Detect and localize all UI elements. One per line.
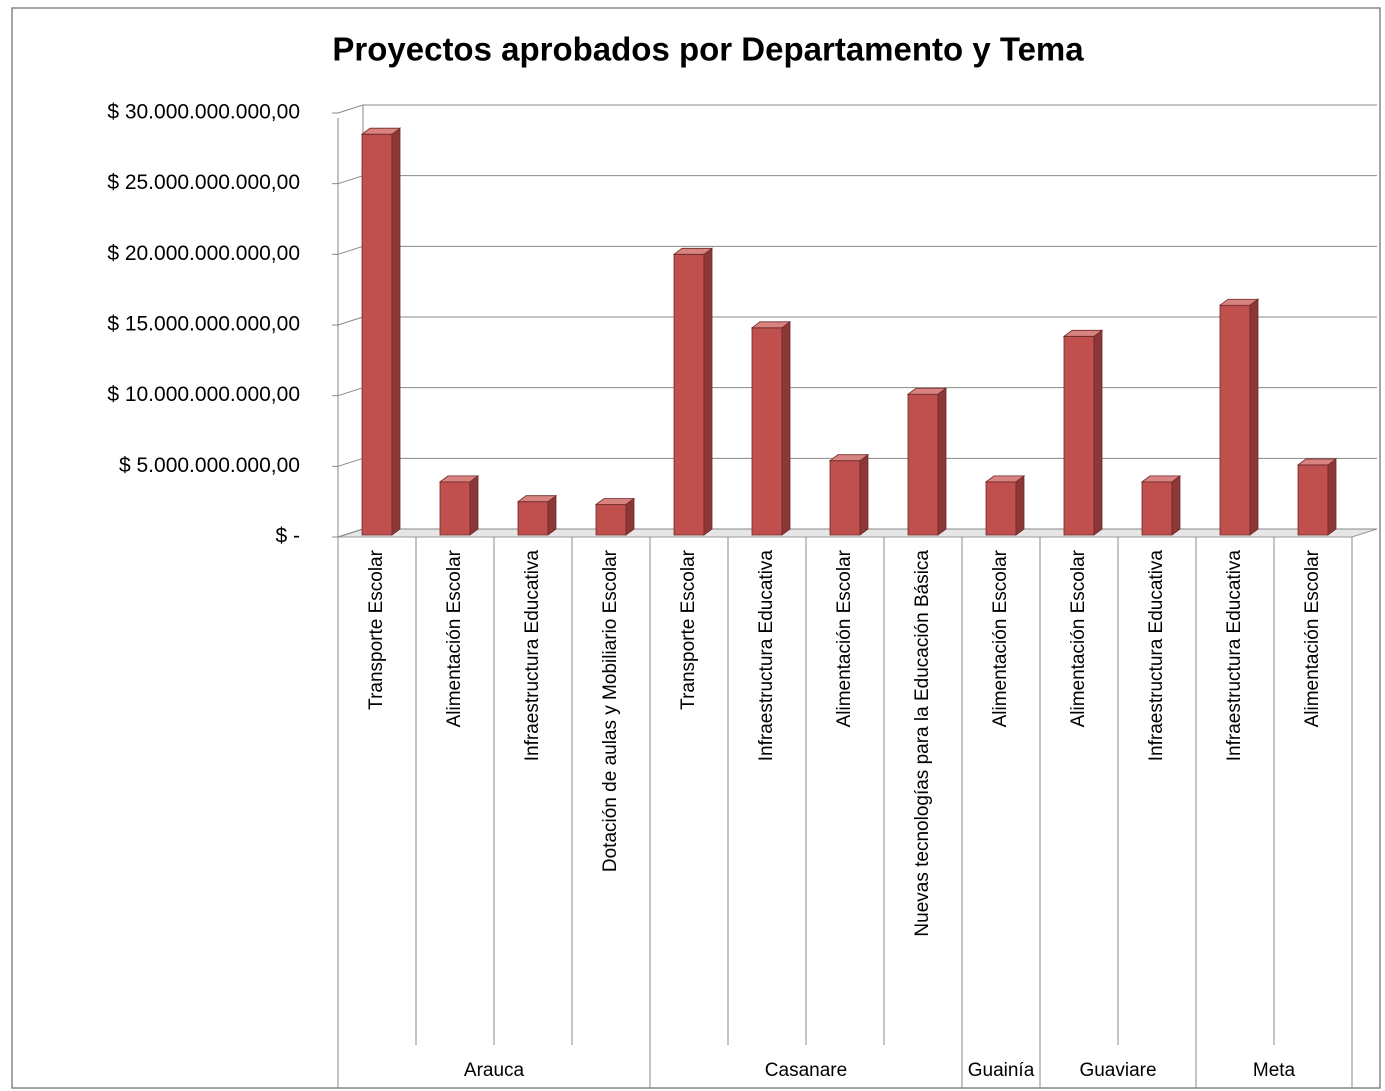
x-tick-label: Alimentación Escolar bbox=[1302, 549, 1323, 727]
grid-line bbox=[337, 245, 364, 255]
bar-top bbox=[1218, 298, 1260, 306]
bar-side bbox=[1093, 329, 1103, 536]
x-tick-label: Dotación de aulas y Mobiliario Escolar bbox=[600, 549, 621, 872]
bar-front bbox=[1141, 481, 1173, 536]
bar bbox=[750, 321, 792, 536]
bar-top bbox=[360, 127, 402, 135]
bar-front bbox=[751, 327, 783, 536]
x-tick-label: Transporte Escolar bbox=[678, 549, 699, 709]
bar-top bbox=[1140, 475, 1182, 483]
bar-front bbox=[361, 133, 393, 536]
x-tick-label: Infraestructura Educativa bbox=[1146, 550, 1167, 762]
x-tick-label: Infraestructura Educativa bbox=[522, 550, 543, 762]
grid-line bbox=[337, 104, 364, 114]
grid-line bbox=[337, 175, 364, 185]
bar-top bbox=[438, 475, 480, 483]
bar-top bbox=[672, 247, 714, 255]
bar-front bbox=[1219, 304, 1251, 536]
x-tick-label: Alimentación Escolar bbox=[990, 549, 1011, 727]
y-tick-label: $ - bbox=[275, 525, 300, 548]
bar bbox=[1140, 475, 1182, 536]
y-tick-label: $ 30.000.000.000,00 bbox=[107, 101, 300, 124]
x-tick-label: Transporte Escolar bbox=[366, 549, 387, 709]
bar-front bbox=[439, 481, 471, 536]
x-tick-label: Nuevas tecnologías para la Educación Bás… bbox=[912, 550, 933, 937]
group-label: Guaviare bbox=[1079, 1060, 1156, 1081]
bar-side bbox=[1171, 475, 1181, 536]
bar bbox=[360, 127, 402, 536]
y-tick-label: $ 10.000.000.000,00 bbox=[107, 383, 300, 406]
bar-top bbox=[594, 498, 636, 505]
bar-side bbox=[781, 321, 791, 536]
bar-front bbox=[907, 393, 939, 536]
bar bbox=[594, 497, 636, 536]
bar-side bbox=[469, 475, 479, 536]
bar-side bbox=[703, 247, 713, 536]
bar-side bbox=[1327, 458, 1337, 536]
bar bbox=[828, 453, 870, 536]
bar-front bbox=[985, 481, 1017, 536]
bar-side bbox=[859, 453, 869, 536]
bar-top bbox=[984, 475, 1026, 483]
y-tick-label: $ 20.000.000.000,00 bbox=[107, 242, 300, 265]
bar-side bbox=[1015, 475, 1025, 536]
bar bbox=[1296, 458, 1338, 536]
bar-front bbox=[517, 501, 549, 536]
bar-side bbox=[547, 494, 557, 536]
bar-front bbox=[673, 253, 705, 536]
bar bbox=[1062, 329, 1104, 536]
bar-top bbox=[516, 495, 558, 503]
bar bbox=[1218, 298, 1260, 536]
grid-line bbox=[337, 316, 364, 326]
bar bbox=[438, 475, 480, 536]
group-label: Casanare bbox=[765, 1060, 847, 1081]
bar-top bbox=[1062, 329, 1104, 337]
bar bbox=[516, 494, 558, 536]
y-tick-label: $ 25.000.000.000,00 bbox=[107, 171, 300, 194]
y-tick-label: $ 15.000.000.000,00 bbox=[107, 313, 300, 336]
x-tick-label: Alimentación Escolar bbox=[834, 549, 855, 727]
bar-top bbox=[750, 321, 792, 329]
bar-front bbox=[1297, 464, 1329, 536]
bar-side bbox=[391, 127, 401, 536]
group-label: Arauca bbox=[464, 1060, 525, 1081]
bar bbox=[984, 475, 1026, 536]
grid-line bbox=[337, 528, 364, 538]
bar-side bbox=[937, 387, 947, 536]
group-label: Meta bbox=[1253, 1060, 1296, 1081]
grid-line bbox=[337, 457, 364, 467]
x-tick-label: Infraestructura Educativa bbox=[1224, 550, 1245, 762]
bar-front bbox=[829, 460, 861, 536]
bar-front bbox=[1063, 335, 1095, 536]
grid-line bbox=[337, 387, 364, 397]
y-tick-label: $ 5.000.000.000,00 bbox=[119, 454, 300, 477]
x-tick-label: Alimentación Escolar bbox=[1068, 549, 1089, 727]
x-tick-label: Alimentación Escolar bbox=[444, 549, 465, 727]
bar-top bbox=[1296, 458, 1338, 466]
bar-top bbox=[906, 387, 948, 395]
bar bbox=[906, 387, 948, 536]
x-tick-label: Infraestructura Educativa bbox=[756, 550, 777, 762]
group-label: Guainía bbox=[968, 1060, 1035, 1081]
chart-title: Proyectos aprobados por Departamento y T… bbox=[332, 31, 1084, 68]
bar-top bbox=[828, 454, 870, 462]
bar-side bbox=[1249, 298, 1259, 536]
bar bbox=[672, 247, 714, 536]
bar-front bbox=[595, 504, 627, 536]
